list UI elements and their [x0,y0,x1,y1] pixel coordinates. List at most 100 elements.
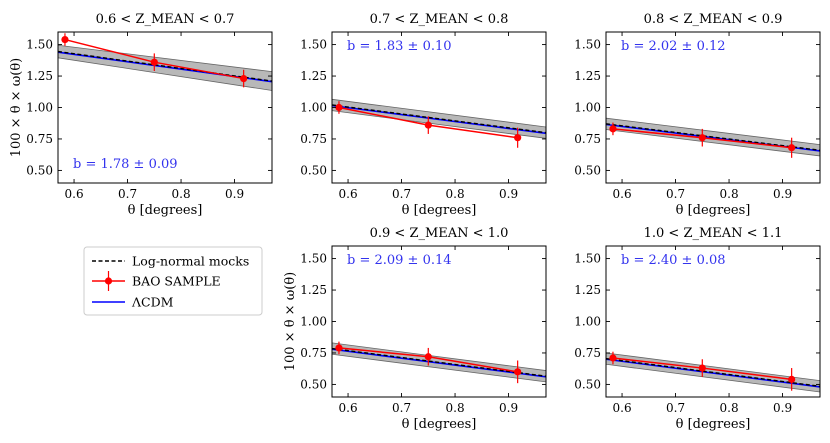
plot-area [58,33,272,91]
legend-data-marker [104,277,113,285]
plot-area [332,98,546,148]
mocks-mean-line [606,123,820,151]
bias-annotation: b = 2.09 ± 0.14 [347,253,452,268]
x-tick-label: 0.7 [392,187,411,201]
data-point [788,375,796,383]
y-tick-label: 0.75 [300,132,327,146]
bias-annotation: b = 2.02 ± 0.12 [621,39,726,54]
data-point [698,364,706,372]
x-tick-label: 0.8 [446,187,465,201]
x-axis-label: θ [degrees] [402,417,477,432]
data-point [335,344,343,352]
y-tick-label: 0.50 [26,163,53,177]
panel-bottom-right: 0.6 0.7 0.8 0.9 0.50 0.75 1.00 1.25 1.50 1.0 < Z_… [574,226,821,432]
data-point [240,74,248,83]
mocks-mean-line [332,347,546,377]
x-axis-label: θ [degrees] [676,417,751,432]
x-axis-label: θ [degrees] [128,203,203,218]
plot-area [606,117,820,158]
panel-bottom-middle: 0.6 0.7 0.8 0.9 0.50 0.75 1.00 1.25 1.50 0.9 < Z_… [283,226,547,432]
y-tick-label: 1.50 [574,38,601,52]
y-tick-label: 1.00 [26,101,53,115]
x-tick-label: 0.8 [446,401,465,415]
mocks-mean-line [58,50,272,82]
data-point [150,58,158,66]
legend-mocks-label: Log-normal mocks [132,254,249,269]
y-tick-label: 0.75 [574,346,601,360]
x-tick-label: 0.9 [225,187,244,201]
y-tick-label: 0.75 [26,132,53,146]
mocks-band [58,44,272,91]
data-point [514,368,522,376]
x-tick-label: 0.6 [613,401,632,415]
x-tick-label: 0.9 [773,401,792,415]
y-tick-label: 1.25 [26,69,53,83]
x-tick-label: 0.9 [773,187,792,201]
data-point [698,134,706,142]
axes-frame [605,31,821,184]
legend: Log-normal mocks BAO SAMPLE ΛCDM [83,246,263,316]
y-tick-label: 0.75 [574,132,601,146]
y-tick-label: 1.00 [300,101,327,115]
x-tick-label: 0.6 [339,187,358,201]
mocks-mean-line [606,357,820,387]
panel-top-right: 0.6 0.7 0.8 0.9 0.50 0.75 1.00 1.25 1.50 0.8 < Z_… [574,12,821,218]
x-tick-label: 0.8 [720,187,739,201]
x-tick-label: 0.8 [172,187,191,201]
legend-data-label: BAO SAMPLE [132,274,221,289]
data-point [424,353,432,361]
panel-top-left: 0.6 0.7 0.8 0.9 0.50 0.75 1.00 1.25 1.50 0.6 < Z_… [9,12,273,218]
x-tick-label: 0.8 [720,401,739,415]
bias-annotation: b = 1.83 ± 0.10 [347,39,452,54]
panel-title: 0.6 < Z_MEAN < 0.7 [96,12,235,27]
x-axis-label: θ [degrees] [676,203,751,218]
legend-frame [83,246,263,316]
y-tick-label: 1.00 [300,315,327,329]
bias-annotation: b = 1.78 ± 0.09 [73,157,178,172]
y-tick-label: 0.50 [574,163,601,177]
y-tick-label: 1.00 [574,101,601,115]
panel-top-middle: 0.6 0.7 0.8 0.9 0.50 0.75 1.00 1.25 1.50 0.7 < Z_… [300,12,547,218]
panel-title: 0.8 < Z_MEAN < 0.9 [644,12,783,27]
plot-area [332,341,546,384]
x-tick-label: 0.7 [118,187,137,201]
x-tick-label: 0.6 [613,187,632,201]
data-point [788,144,796,152]
x-tick-label: 0.7 [666,187,685,201]
y-tick-label: 1.25 [574,69,601,83]
x-tick-label: 0.9 [499,401,518,415]
data-point [61,35,69,44]
y-tick-label: 1.50 [574,252,601,266]
x-tick-label: 0.7 [666,401,685,415]
bias-annotation: b = 2.40 ± 0.08 [621,253,726,268]
y-tick-label: 1.25 [300,283,327,297]
y-tick-label: 0.50 [300,377,327,391]
y-axis-label: 100 × θ × ω(θ) [9,58,24,158]
data-point [335,103,343,112]
x-tick-label: 0.6 [339,401,358,415]
y-tick-label: 1.25 [300,69,327,83]
panel-title: 1.0 < Z_MEAN < 1.1 [644,226,783,241]
y-tick-label: 0.50 [300,163,327,177]
legend-lcdm-label: ΛCDM [131,295,174,310]
y-tick-label: 1.50 [300,38,327,52]
y-tick-label: 0.75 [300,346,327,360]
x-tick-label: 0.6 [65,187,84,201]
x-axis-label: θ [degrees] [402,203,477,218]
x-tick-label: 0.9 [499,187,518,201]
y-tick-label: 1.50 [26,38,53,52]
data-point [609,354,617,362]
y-tick-label: 1.50 [300,252,327,266]
y-tick-label: 1.00 [574,315,601,329]
x-tick-label: 0.7 [392,401,411,415]
data-point [514,134,522,142]
mocks-mean-line [332,104,546,134]
panel-title: 0.7 < Z_MEAN < 0.8 [370,12,509,27]
y-axis-label: 100 × θ × ω(θ) [283,272,298,372]
panel-title: 0.9 < Z_MEAN < 1.0 [370,226,509,241]
data-point [424,121,432,129]
data-point [609,125,617,133]
y-tick-label: 0.50 [574,377,601,391]
plot-area [606,351,820,393]
